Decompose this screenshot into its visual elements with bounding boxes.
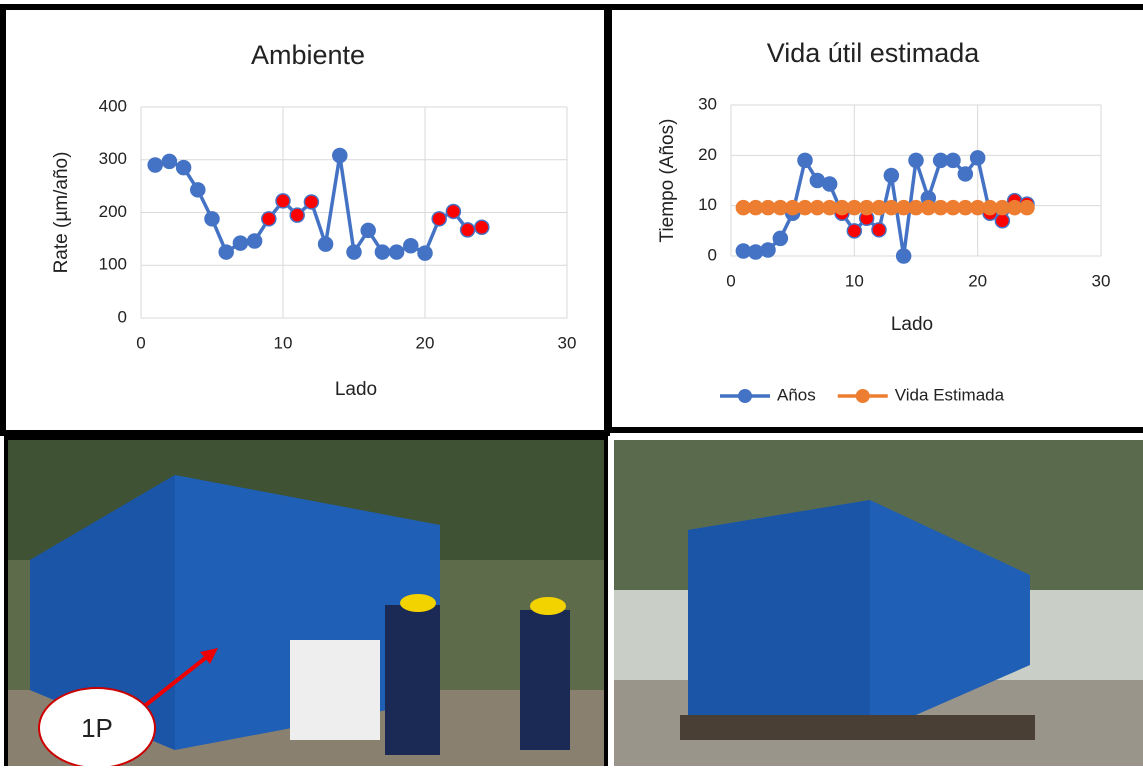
worker [385, 605, 440, 755]
y-tick-label: 400 [99, 96, 127, 115]
point [446, 204, 460, 218]
point [347, 245, 361, 259]
point [361, 223, 375, 237]
helmet [400, 594, 436, 612]
point [971, 151, 985, 165]
legend-label: Años [777, 385, 816, 404]
x-tick-label: 0 [726, 271, 735, 290]
x-tick-label: 20 [968, 271, 987, 290]
point [248, 234, 262, 248]
point [461, 223, 475, 237]
buckets [290, 640, 380, 740]
point [375, 245, 389, 259]
x-axis-label: Lado [891, 314, 933, 335]
point [958, 167, 972, 181]
base [680, 715, 1035, 740]
helmet [530, 597, 566, 615]
callout-label: 1P [81, 713, 113, 743]
point [946, 153, 960, 167]
point [897, 249, 911, 263]
point [219, 245, 233, 259]
point [418, 246, 432, 260]
worker [520, 610, 570, 750]
point [909, 153, 923, 167]
point [304, 195, 318, 209]
point [761, 243, 775, 257]
point [884, 168, 898, 182]
x-axis-label: Lado [335, 379, 377, 400]
y-tick-label: 0 [118, 307, 127, 326]
y-tick-label: 100 [99, 255, 127, 274]
point [177, 161, 191, 175]
point [1020, 201, 1034, 215]
point [148, 158, 162, 172]
point [276, 194, 290, 208]
photo-right [614, 440, 1143, 766]
point [390, 245, 404, 259]
y-tick-label: 300 [99, 149, 127, 168]
point [995, 214, 1009, 228]
figure: 1P AmbienteLadoRate (µm/año)010020030040… [0, 0, 1143, 766]
point [847, 224, 861, 238]
point [162, 154, 176, 168]
point [205, 212, 219, 226]
chart-frame [609, 7, 1143, 430]
x-tick-label: 0 [136, 333, 145, 352]
chart-title: Ambiente [251, 40, 365, 70]
point [233, 236, 247, 250]
point [333, 149, 347, 163]
point [404, 239, 418, 253]
x-tick-label: 10 [274, 333, 293, 352]
point [319, 237, 333, 251]
legend-marker [856, 389, 870, 403]
tank-side [688, 500, 870, 735]
point [290, 208, 304, 222]
legend-label: Vida Estimada [895, 385, 1005, 404]
point [475, 220, 489, 234]
y-tick-label: 20 [698, 145, 717, 164]
point [798, 153, 812, 167]
y-tick-label: 200 [99, 202, 127, 221]
x-tick-label: 20 [416, 333, 435, 352]
photo-left: 1P [6, 438, 606, 766]
point [823, 177, 837, 191]
point [262, 212, 276, 226]
chart-frame [3, 7, 607, 433]
x-tick-label: 10 [845, 271, 864, 290]
x-tick-label: 30 [558, 333, 577, 352]
legend-marker [738, 389, 752, 403]
point [432, 212, 446, 226]
point [191, 183, 205, 197]
point [872, 223, 886, 237]
x-tick-label: 30 [1092, 271, 1111, 290]
y-tick-label: 10 [698, 195, 717, 214]
y-axis-label: Rate (µm/año) [51, 152, 72, 274]
y-tick-label: 0 [708, 245, 717, 264]
y-tick-label: 30 [698, 94, 717, 113]
chart-title: Vida útil estimada [767, 38, 981, 68]
y-axis-label: Tiempo (Años) [657, 119, 678, 243]
point [773, 231, 787, 245]
